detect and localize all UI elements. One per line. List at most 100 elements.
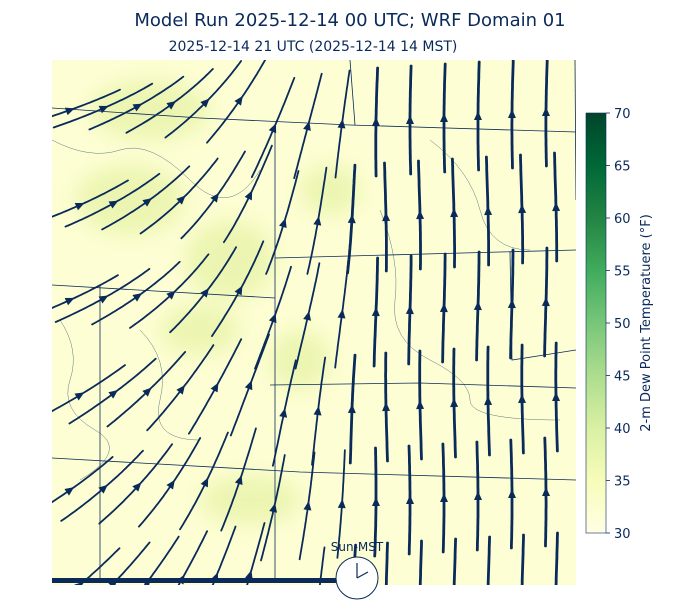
- streamline-arrow: [176, 195, 186, 205]
- streamline-arrow: [439, 303, 448, 313]
- streamline-arrow: [416, 590, 424, 599]
- streamline-arrow: [166, 479, 175, 490]
- streamline-arrow: [98, 484, 108, 494]
- streamline-arrow: [268, 123, 277, 134]
- streamline-arrow: [406, 495, 415, 505]
- streamline-arrow: [279, 408, 288, 418]
- colorbar-tick-label: 45: [614, 370, 631, 385]
- streamline-arrow: [268, 313, 277, 324]
- colorbar-tick-label: 65: [614, 160, 631, 175]
- streamline-arrow: [200, 477, 209, 488]
- streamline-arrow: [64, 297, 75, 306]
- streamline-arrow: [244, 380, 253, 391]
- streamline-arrow: [337, 119, 346, 129]
- streamline-arrow: [518, 204, 527, 214]
- streamline-arrow: [541, 297, 550, 307]
- streamline-arrow: [382, 402, 391, 412]
- streamline: [318, 546, 326, 585]
- streamline-arrow: [314, 596, 323, 600]
- streamline-arrow: [347, 404, 356, 414]
- streamline-arrow: [450, 398, 459, 408]
- streamline-arrow: [542, 487, 551, 497]
- title: Model Run 2025-12-14 00 UTC; WRF Domain …: [134, 10, 565, 31]
- streamline-arrow: [484, 586, 492, 595]
- streamline-arrow: [74, 581, 84, 585]
- streamline-arrow: [279, 218, 287, 228]
- streamline-arrow: [337, 309, 346, 319]
- streamline-arrow: [474, 491, 483, 501]
- streamline: [211, 525, 237, 585]
- colorbar-tick-label: 70: [614, 107, 631, 122]
- colorbar-tick-label: 40: [614, 422, 631, 437]
- streamline: [486, 535, 492, 585]
- streamline-arrow: [98, 295, 109, 304]
- streamline-arrow: [176, 385, 186, 395]
- streamline-arrow: [473, 111, 482, 121]
- streamline: [246, 522, 266, 585]
- streamline-arrow: [507, 299, 516, 309]
- colorbar-label: 2-m Dew Point Temperatuere (°F): [639, 214, 654, 432]
- streamline-arrow: [552, 392, 561, 402]
- streamline-arrow: [108, 200, 119, 209]
- streamline-arrow: [450, 588, 458, 597]
- streamline-arrow: [371, 307, 380, 317]
- streamline-arrow: [541, 107, 550, 117]
- streamline-arrow: [439, 113, 448, 123]
- streamline-arrow: [142, 198, 153, 207]
- streamline-arrow: [405, 115, 414, 125]
- streamline: [52, 179, 129, 218]
- streamline: [520, 533, 525, 585]
- streamline-arrow: [416, 210, 425, 220]
- progress-bar: [52, 578, 336, 583]
- streamline-arrow: [303, 311, 311, 321]
- colorbar: [585, 112, 607, 534]
- streamline: [418, 539, 423, 585]
- streamline-arrow: [244, 190, 253, 201]
- streamline: [52, 88, 121, 118]
- streamline-arrow: [518, 394, 527, 404]
- streamline-arrow: [132, 293, 143, 302]
- streamline-arrow: [64, 107, 75, 116]
- colorbar-tick-label: 50: [614, 317, 631, 332]
- streamline: [384, 541, 389, 585]
- streamline-arrow: [234, 95, 243, 106]
- streamline-arrow: [234, 475, 243, 486]
- streamline-arrow: [382, 592, 390, 600]
- streamline-arrow: [313, 216, 322, 226]
- streamline-arrow: [74, 392, 85, 401]
- streamline-arrow: [313, 406, 322, 416]
- map: [52, 60, 576, 600]
- streamline-arrow: [303, 121, 311, 131]
- subtitle: 2025-12-14 21 UTC (2025-12-14 14 MST): [169, 39, 458, 55]
- streamline-arrow: [484, 396, 493, 406]
- streamline-arrow: [210, 382, 219, 393]
- streamline-arrow: [371, 117, 380, 127]
- colorbar-tick-label: 35: [614, 475, 631, 490]
- streamline: [78, 547, 121, 585]
- streamline-arrow: [371, 497, 380, 507]
- streamline-arrow: [347, 214, 356, 224]
- streamline-arrow: [416, 400, 425, 410]
- colorbar-tick-label: 30: [614, 527, 631, 542]
- streamline-arrow: [210, 192, 219, 203]
- streamline-arrow: [245, 570, 253, 580]
- streamline-arrow: [108, 390, 119, 399]
- streamline-arrow: [484, 206, 493, 216]
- streamline-arrow: [473, 301, 482, 311]
- streamline-arrow: [507, 109, 516, 119]
- streamline-arrow: [552, 202, 561, 212]
- streamline-arrow: [166, 101, 177, 110]
- streamline-arrow: [142, 387, 152, 397]
- streamline: [52, 455, 114, 504]
- streamline-arrow: [132, 103, 143, 112]
- streamline-arrow: [337, 499, 346, 509]
- streamline-arrow: [303, 501, 312, 511]
- streamline: [52, 274, 119, 309]
- streamline-arrow: [74, 202, 85, 211]
- streamline-arrow: [200, 288, 210, 298]
- streamline: [452, 537, 458, 585]
- colorbar-tick-label: 55: [614, 265, 631, 280]
- clock: [335, 556, 379, 600]
- streamline-arrow: [382, 212, 391, 222]
